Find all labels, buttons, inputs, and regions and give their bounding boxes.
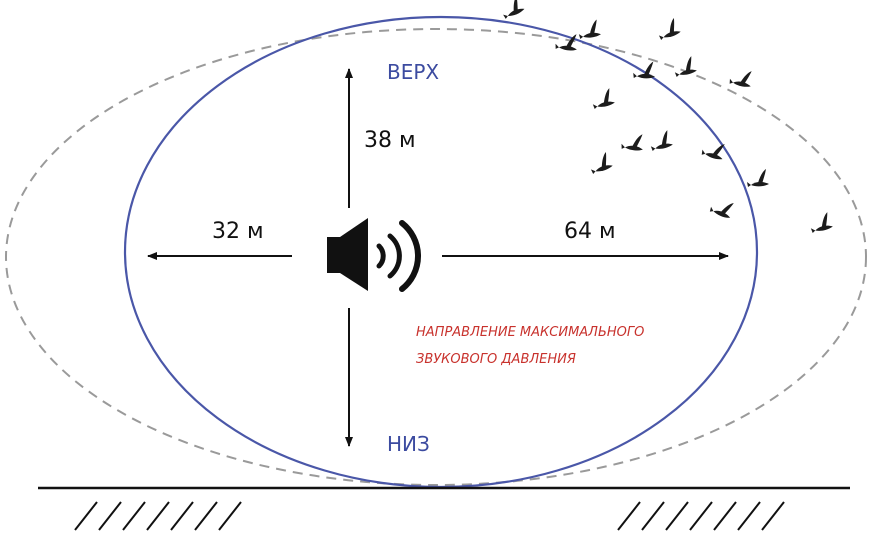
ground-hatch-left — [74, 501, 242, 531]
speaker-volume-icon — [327, 218, 421, 292]
label-up: ВЕРХ — [387, 60, 439, 84]
label-distance-left: 32 м — [212, 219, 264, 244]
ground-hatch-right — [617, 501, 785, 531]
label-distance-up: 38 м — [364, 128, 416, 153]
bird-flock-icon — [498, 0, 834, 234]
solid-coverage-ellipse — [123, 15, 759, 489]
dashed-outer-ellipse — [5, 28, 867, 486]
label-max-pressure-line2: ЗВУКОВОГО ДАВЛЕНИЯ — [416, 352, 576, 367]
label-distance-right: 64 м — [564, 219, 616, 244]
label-down: НИЗ — [387, 432, 430, 456]
label-max-pressure-line1: НАПРАВЛЕНИЕ МАКСИМАЛЬНОГО — [416, 325, 644, 340]
